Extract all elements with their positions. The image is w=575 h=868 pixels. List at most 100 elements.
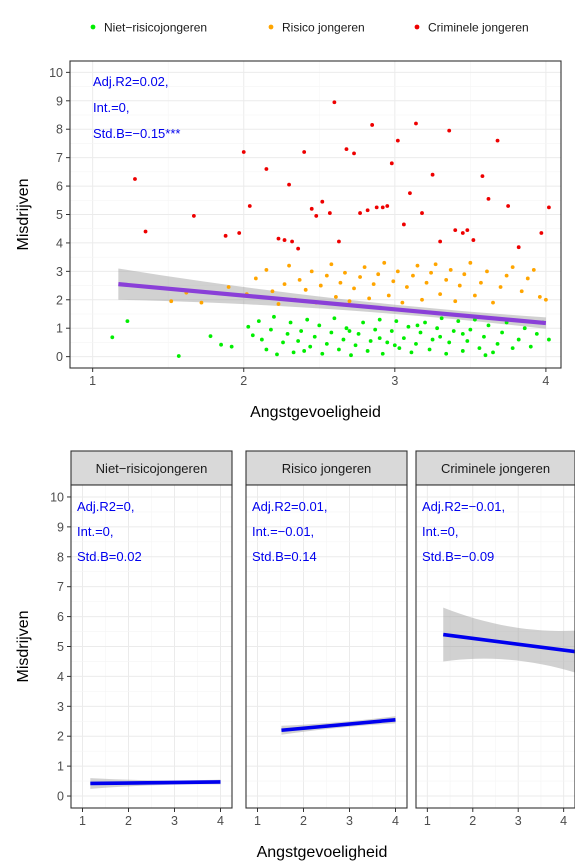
facet-annotation-line: Adj.R2=0, xyxy=(77,499,134,514)
point-niet xyxy=(486,323,491,328)
point-niet xyxy=(500,330,504,335)
point-niet xyxy=(427,347,432,352)
y-tick-label: 4 xyxy=(57,670,64,684)
x-tick-label: 3 xyxy=(391,374,398,388)
point-niet xyxy=(291,350,296,355)
point-crimineel xyxy=(480,174,485,179)
legend-key-crimineel xyxy=(414,24,420,30)
x-tick-label: 2 xyxy=(125,814,132,828)
point-risico xyxy=(386,293,391,298)
point-niet xyxy=(356,331,361,336)
point-crimineel xyxy=(358,211,362,215)
point-niet xyxy=(409,350,414,355)
point-crimineel xyxy=(506,204,511,208)
annotation-line: Adj.R2=0.02, xyxy=(93,74,169,89)
x-tick-label: 4 xyxy=(542,374,549,388)
point-risico xyxy=(525,276,530,281)
facet-annotation-line: Int.=−0.01, xyxy=(252,524,314,539)
point-crimineel xyxy=(380,205,385,210)
point-niet xyxy=(305,317,310,322)
point-niet xyxy=(288,320,293,325)
facet-panel: Criminele jongeren Adj.R2=−0.01, Int.=0, St… xyxy=(415,450,575,828)
point-niet xyxy=(269,327,273,332)
point-crimineel xyxy=(352,151,356,156)
y-tick-label: 10 xyxy=(49,66,63,80)
point-niet xyxy=(285,331,290,336)
point-crimineel xyxy=(471,238,476,242)
point-crimineel xyxy=(344,147,349,152)
facet-strip-label: Niet−risicojongeren xyxy=(96,461,208,476)
fit-group xyxy=(90,778,221,789)
y-tick-label: 3 xyxy=(56,265,63,279)
point-crimineel xyxy=(539,231,544,235)
point-crimineel xyxy=(264,167,269,171)
point-niet xyxy=(444,351,449,356)
x-axis-title: Angstgevoeligheid xyxy=(257,844,388,861)
axes: 1 2 3 4 0 1 2 3 4 5 6 7 8 9 10 Angstgevoeligheid Misdrij… xyxy=(15,66,549,421)
x-tick-label: 1 xyxy=(424,814,431,828)
x-tick-label: 2 xyxy=(469,814,476,828)
point-risico xyxy=(338,280,343,285)
point-niet xyxy=(456,319,461,323)
point-niet xyxy=(423,320,427,325)
point-risico xyxy=(343,270,347,275)
point-niet xyxy=(275,352,279,357)
point-niet xyxy=(296,339,301,343)
point-niet xyxy=(317,323,322,328)
point-crimineel xyxy=(191,214,196,218)
point-crimineel xyxy=(389,161,394,166)
facet-annotation-line: Std.B=0.14 xyxy=(252,549,317,564)
point-crimineel xyxy=(401,222,406,227)
point-crimineel xyxy=(453,228,458,233)
point-crimineel xyxy=(282,238,287,242)
y-tick-label: 3 xyxy=(57,700,64,714)
regression-line xyxy=(118,282,547,326)
point-niet xyxy=(401,336,406,341)
point-niet xyxy=(418,330,423,335)
legend-key-risico xyxy=(268,24,274,30)
grid xyxy=(70,61,561,368)
point-niet xyxy=(415,323,420,328)
point-niet xyxy=(451,329,456,333)
point-niet xyxy=(373,327,378,332)
y-tick-label: 1 xyxy=(56,322,63,336)
point-niet xyxy=(491,350,495,355)
annotation-line: Int.=0, xyxy=(93,100,130,115)
y-tick-label: 7 xyxy=(57,580,64,594)
point-niet xyxy=(353,343,358,348)
point-niet xyxy=(365,349,370,353)
point-niet xyxy=(435,326,440,331)
point-risico xyxy=(498,285,503,289)
point-risico xyxy=(543,297,548,302)
point-risico xyxy=(519,289,524,294)
point-crimineel xyxy=(337,239,341,244)
x-tick-label: 2 xyxy=(240,374,247,388)
point-crimineel xyxy=(395,138,400,143)
point-niet xyxy=(377,336,382,341)
legend-label-niet: Niet−risicojongeren xyxy=(104,21,207,35)
point-niet xyxy=(259,337,264,342)
point-crimineel xyxy=(143,229,148,234)
x-tick-label: 4 xyxy=(392,814,399,828)
point-crimineel xyxy=(465,228,470,233)
x-axis-title: Angstgevoeligheid xyxy=(250,404,381,421)
point-risico xyxy=(438,292,443,296)
y-tick-label: 10 xyxy=(50,490,64,504)
point-niet xyxy=(229,344,234,349)
point-niet xyxy=(281,340,285,345)
point-niet xyxy=(320,351,325,356)
x-tick-label: 1 xyxy=(254,814,261,828)
point-niet xyxy=(406,324,411,329)
point-risico xyxy=(453,299,458,304)
point-niet xyxy=(110,335,115,340)
point-niet xyxy=(380,351,385,356)
point-niet xyxy=(324,341,329,346)
y-axis-title: Misdrijven xyxy=(15,178,32,250)
point-risico xyxy=(264,268,269,272)
point-risico xyxy=(367,296,372,301)
point-risico xyxy=(405,285,409,289)
point-risico xyxy=(433,262,438,267)
facet-strip-label: Risico jongeren xyxy=(282,461,372,476)
point-niet xyxy=(256,319,261,323)
